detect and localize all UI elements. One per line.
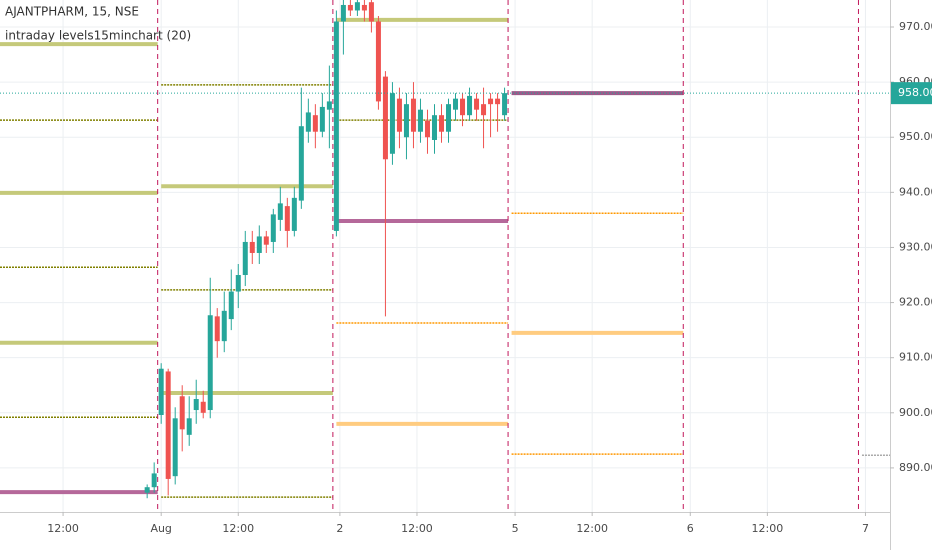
candle-body (410, 98, 416, 132)
candle-body (417, 109, 423, 132)
candle-body (446, 104, 452, 132)
candle-body (207, 315, 213, 411)
candle-body (453, 98, 459, 110)
y-tick-label: 930.00 (899, 240, 932, 253)
candle-body (368, 2, 374, 22)
candle-body (256, 236, 262, 253)
candle-body (172, 418, 178, 477)
candle-body (474, 98, 480, 110)
y-tick-label: 940.00 (899, 185, 932, 198)
x-tick-label: 2 (336, 522, 343, 535)
last-price-box (891, 82, 932, 105)
candle-body (396, 98, 402, 132)
candle-body (193, 399, 199, 411)
candle-body (284, 206, 290, 231)
candle-body (186, 418, 192, 435)
x-tick-label: 12:00 (401, 522, 433, 535)
y-tick-label: 970.00 (899, 20, 932, 33)
candles (144, 0, 508, 499)
candle-body (221, 310, 227, 342)
candle-body (179, 396, 185, 430)
candle-body (165, 371, 171, 479)
candle-body (277, 203, 283, 220)
candle-body (347, 4, 353, 11)
candle-body (502, 93, 508, 116)
candle-body (158, 368, 164, 416)
candle-body (228, 291, 234, 320)
candle-body (488, 98, 494, 105)
candle-body (312, 115, 318, 132)
candle-body (200, 401, 206, 413)
indicator-name: intraday levels15minchart (20) (5, 29, 191, 43)
candle-body (460, 98, 466, 116)
candle-body (438, 115, 444, 132)
candle-body (467, 95, 473, 116)
candle-body (333, 21, 339, 231)
x-tick-label: 12:00 (222, 522, 254, 535)
x-tick-label: 7 (862, 522, 869, 535)
candle-body (354, 2, 360, 11)
candle-body (361, 4, 367, 11)
candle-body (340, 4, 346, 22)
y-tick-label: 910.00 (899, 351, 932, 364)
x-tick-label: 12:00 (752, 522, 784, 535)
candle-body (235, 275, 241, 292)
x-tick-label: Aug (150, 522, 171, 535)
candle-body (389, 93, 395, 154)
y-tick-label: 950.00 (899, 130, 932, 143)
candle-body (249, 241, 255, 253)
candle-body (263, 236, 269, 245)
candle-body (431, 115, 437, 140)
x-tick-label: 12:00 (47, 522, 79, 535)
candle-body (326, 101, 332, 110)
candle-body (375, 21, 381, 102)
day-breaks (157, 0, 859, 512)
candle-body (305, 112, 311, 132)
x-tick-label: 5 (512, 522, 519, 535)
candle-body (291, 197, 297, 231)
chart-title: AJANTPHARM, 15, NSE (5, 5, 139, 19)
candle-body (214, 316, 220, 342)
candle-body (298, 126, 304, 201)
y-tick-label: 900.00 (899, 406, 932, 419)
candle-body (424, 120, 430, 138)
x-tick-label: 6 (687, 522, 694, 535)
candle-body (270, 214, 276, 242)
x-tick-label: 12:00 (576, 522, 608, 535)
candle-body (481, 104, 487, 116)
last-price-label: 958.00 (898, 86, 932, 99)
candle-body (242, 241, 248, 276)
y-tick-label: 890.00 (899, 461, 932, 474)
axes: 890.00 900.00 910.00 920.00 930.00 940.00 950.… (0, 20, 932, 535)
candle-body (382, 76, 388, 160)
candle-body (495, 98, 501, 105)
y-tick-label: 920.00 (899, 296, 932, 309)
candle-body (403, 104, 409, 138)
candle-body (144, 487, 150, 493)
candle-body (319, 106, 325, 132)
candle-body (151, 473, 157, 488)
